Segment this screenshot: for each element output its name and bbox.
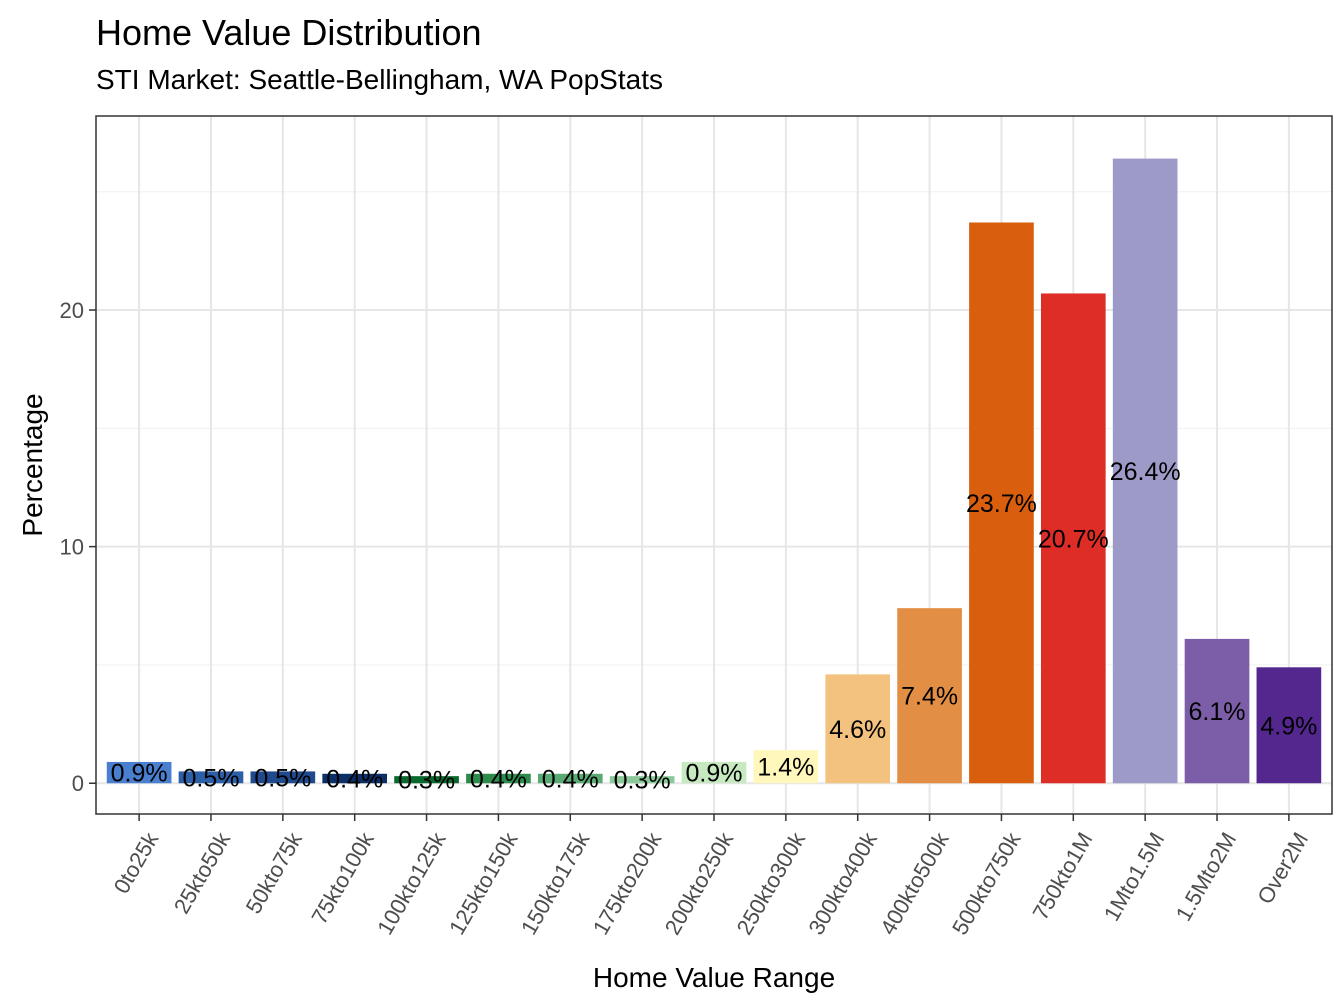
data-label: 26.4%: [1110, 458, 1181, 486]
chart-subtitle: STI Market: Seattle-Bellingham, WA PopSt…: [96, 64, 663, 95]
data-label: 4.6%: [829, 716, 886, 744]
x-tick-label: 250kto300k: [732, 827, 811, 939]
bar: [1040, 293, 1106, 784]
chart-title: Home Value Distribution: [96, 12, 482, 53]
x-axis-title: Home Value Range: [593, 962, 835, 993]
x-tick-label: 1Mto1.5M: [1099, 828, 1170, 925]
bar: [250, 771, 316, 784]
data-label: 0.5%: [182, 764, 239, 792]
x-tick-label: 175kto200k: [588, 827, 667, 939]
x-tick-label: 25kto50k: [169, 827, 236, 918]
bar: [537, 773, 603, 784]
x-tick-label: 200kto250k: [660, 827, 739, 939]
data-label-layer: 0.9% 0.5% 0.5% 0.4% 0.3% 0.4% 0.4% 0.3% 0.9% 1.4%…: [111, 458, 1318, 795]
x-tick-label: 0to25k: [109, 827, 164, 898]
x-tick-label: 300kto400k: [803, 827, 882, 939]
x-tick-label: 100kto125k: [372, 827, 451, 939]
bar: [466, 773, 531, 784]
bar: [753, 750, 819, 784]
data-label: 7.4%: [901, 683, 958, 711]
bar: [969, 222, 1034, 784]
bar: [1112, 158, 1178, 784]
x-tick-label: 750kto1M: [1028, 828, 1098, 924]
bar: [1184, 638, 1250, 784]
data-label: 23.7%: [966, 490, 1037, 518]
x-tick-label: 150kto175k: [516, 827, 595, 939]
bar: [106, 761, 172, 784]
data-label: 0.5%: [254, 764, 311, 792]
x-tick-label: 75kto100k: [306, 827, 379, 928]
bar: [609, 776, 675, 784]
x-tick-label: 125kto150k: [444, 827, 523, 939]
bar-layer: [106, 158, 1322, 784]
y-axis-title: Percentage: [17, 393, 48, 536]
x-tick-label: 1.5Mto2M: [1171, 828, 1242, 925]
data-label: 0.4%: [326, 766, 383, 794]
bar: [897, 608, 962, 784]
bar: [394, 776, 459, 784]
x-tick-label: Over2M: [1252, 828, 1313, 908]
bar: [1256, 667, 1322, 784]
data-label: 0.9%: [111, 760, 168, 788]
bar: [178, 771, 244, 784]
data-label: 0.4%: [470, 766, 527, 794]
data-label: 1.4%: [757, 754, 814, 782]
y-tick-label: 10: [60, 535, 84, 560]
data-label: 0.4%: [542, 766, 599, 794]
data-label: 6.1%: [1189, 698, 1246, 726]
data-label: 20.7%: [1038, 525, 1109, 553]
bar: [681, 761, 747, 784]
x-tick-label: 50kto75k: [241, 827, 308, 918]
bar: [825, 674, 891, 784]
x-tick-label: 500kto750k: [947, 827, 1026, 939]
x-tick-label: 400kto500k: [875, 827, 954, 939]
bar: [322, 773, 388, 784]
data-label: 0.3%: [398, 767, 455, 795]
data-label: 4.9%: [1260, 712, 1317, 740]
data-label: 0.9%: [686, 760, 743, 788]
y-tick-label: 0: [72, 771, 84, 796]
y-tick-label: 20: [60, 298, 84, 323]
data-label: 0.3%: [614, 767, 671, 795]
